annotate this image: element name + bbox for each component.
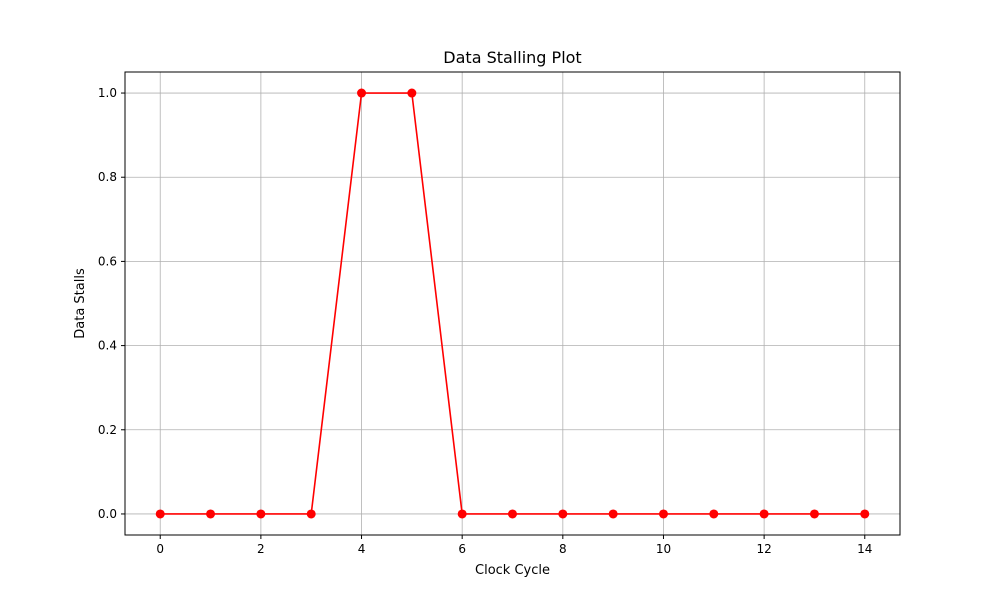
data-point	[457, 509, 467, 519]
x-tick-label: 4	[358, 542, 366, 556]
x-tick-label: 14	[857, 542, 872, 556]
data-point	[407, 88, 417, 98]
y-tick-label: 0.8	[98, 170, 117, 184]
x-tick-label: 6	[458, 542, 466, 556]
y-tick-label: 0.0	[98, 507, 117, 521]
y-tick-label: 0.4	[98, 339, 117, 353]
x-axis-label: Clock Cycle	[475, 563, 550, 578]
series-layer	[155, 88, 870, 519]
y-tick-label: 1.0	[98, 86, 117, 100]
x-tick-label: 0	[156, 542, 164, 556]
y-axis-label: Data Stalls	[73, 268, 88, 339]
data-point	[709, 509, 719, 519]
data-point	[658, 509, 668, 519]
chart-title: Data Stalling Plot	[443, 48, 581, 67]
data-point	[508, 509, 517, 519]
x-tick-label: 10	[656, 542, 671, 556]
data-point	[860, 509, 870, 519]
data-point	[759, 509, 769, 519]
data-point	[256, 509, 266, 519]
y-tick-label: 0.2	[98, 423, 117, 437]
plot-frame	[124, 71, 901, 536]
data-point	[558, 509, 568, 519]
data-point	[206, 509, 216, 519]
data-point	[155, 509, 165, 519]
data-point	[357, 88, 367, 98]
data-point	[809, 509, 819, 519]
y-tick-label: 0.6	[98, 254, 117, 268]
x-tick-label: 2	[257, 542, 265, 556]
x-tick-label: 12	[756, 542, 771, 556]
data-point	[306, 509, 316, 519]
data-point	[608, 509, 618, 519]
x-tick-label: 8	[559, 542, 567, 556]
ticks: 0 2 4 6 8 10 12 14 0.0 0.2 0.4 0.6 0.8 1.0	[98, 86, 873, 556]
grid	[125, 72, 900, 535]
